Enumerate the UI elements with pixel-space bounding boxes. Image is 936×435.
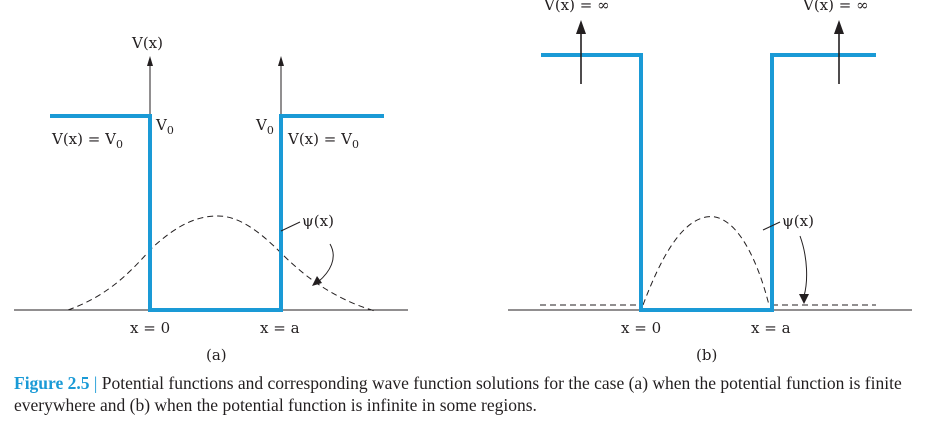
infinite-label-left-b: V(x) = ∞ [543, 0, 610, 14]
wave-function-b [642, 216, 770, 306]
psi-label-a: ψ(x) [302, 212, 334, 230]
v0-right-label-a: V0 [255, 116, 274, 137]
axis-arrow-a-left [147, 56, 153, 66]
axis-arrow-a-right [278, 56, 284, 66]
psi-arrowhead-a [312, 276, 322, 286]
panel-label-a: (a) [206, 346, 227, 364]
infinity-arrowhead-left-b [576, 20, 586, 34]
psi-arrow-b [799, 235, 808, 297]
panel-b: V(x) = ∞ V(x) = ∞ ψ(x) x = 0 x = a (b) [508, 0, 912, 364]
wave-function-a [67, 215, 376, 312]
x-a-label-b: x = a [751, 319, 791, 337]
caption-text: Potential functions and corresponding wa… [14, 373, 902, 415]
right-region-label-a: V(x) = V0 [287, 130, 359, 151]
infinite-label-right-b: V(x) = ∞ [802, 0, 869, 14]
left-region-label-a: V(x) = V0 [51, 130, 123, 151]
infinity-arrowhead-right-b [834, 20, 844, 34]
panel-label-b: (b) [696, 346, 717, 364]
caption-separator: | [93, 373, 98, 393]
x-zero-label-a: x = 0 [130, 319, 170, 337]
x-a-label-a: x = a [260, 319, 300, 337]
psi-arrow-a [317, 243, 334, 283]
potential-well-b [541, 53, 876, 312]
psi-pointer-line-a [280, 221, 301, 232]
v0-left-label-a: V0 [155, 116, 174, 137]
x-zero-label-b: x = 0 [621, 319, 661, 337]
psi-arrowhead-b [799, 294, 809, 304]
figure-label: Figure 2.5 [14, 373, 90, 393]
psi-pointer-line-b [762, 221, 781, 231]
psi-label-b: ψ(x) [782, 212, 814, 230]
figure-caption: Figure 2.5 | Potential functions and cor… [14, 372, 914, 416]
axis-label-a: V(x) [131, 34, 163, 52]
potential-well-a [50, 114, 384, 312]
panel-a: V(x) V(x) = V0 V0 V0 V(x) = V0 ψ(x) x = … [14, 34, 408, 364]
figure-diagram: V(x) V(x) = V0 V0 V0 V(x) = V0 ψ(x) x = … [14, 0, 912, 364]
